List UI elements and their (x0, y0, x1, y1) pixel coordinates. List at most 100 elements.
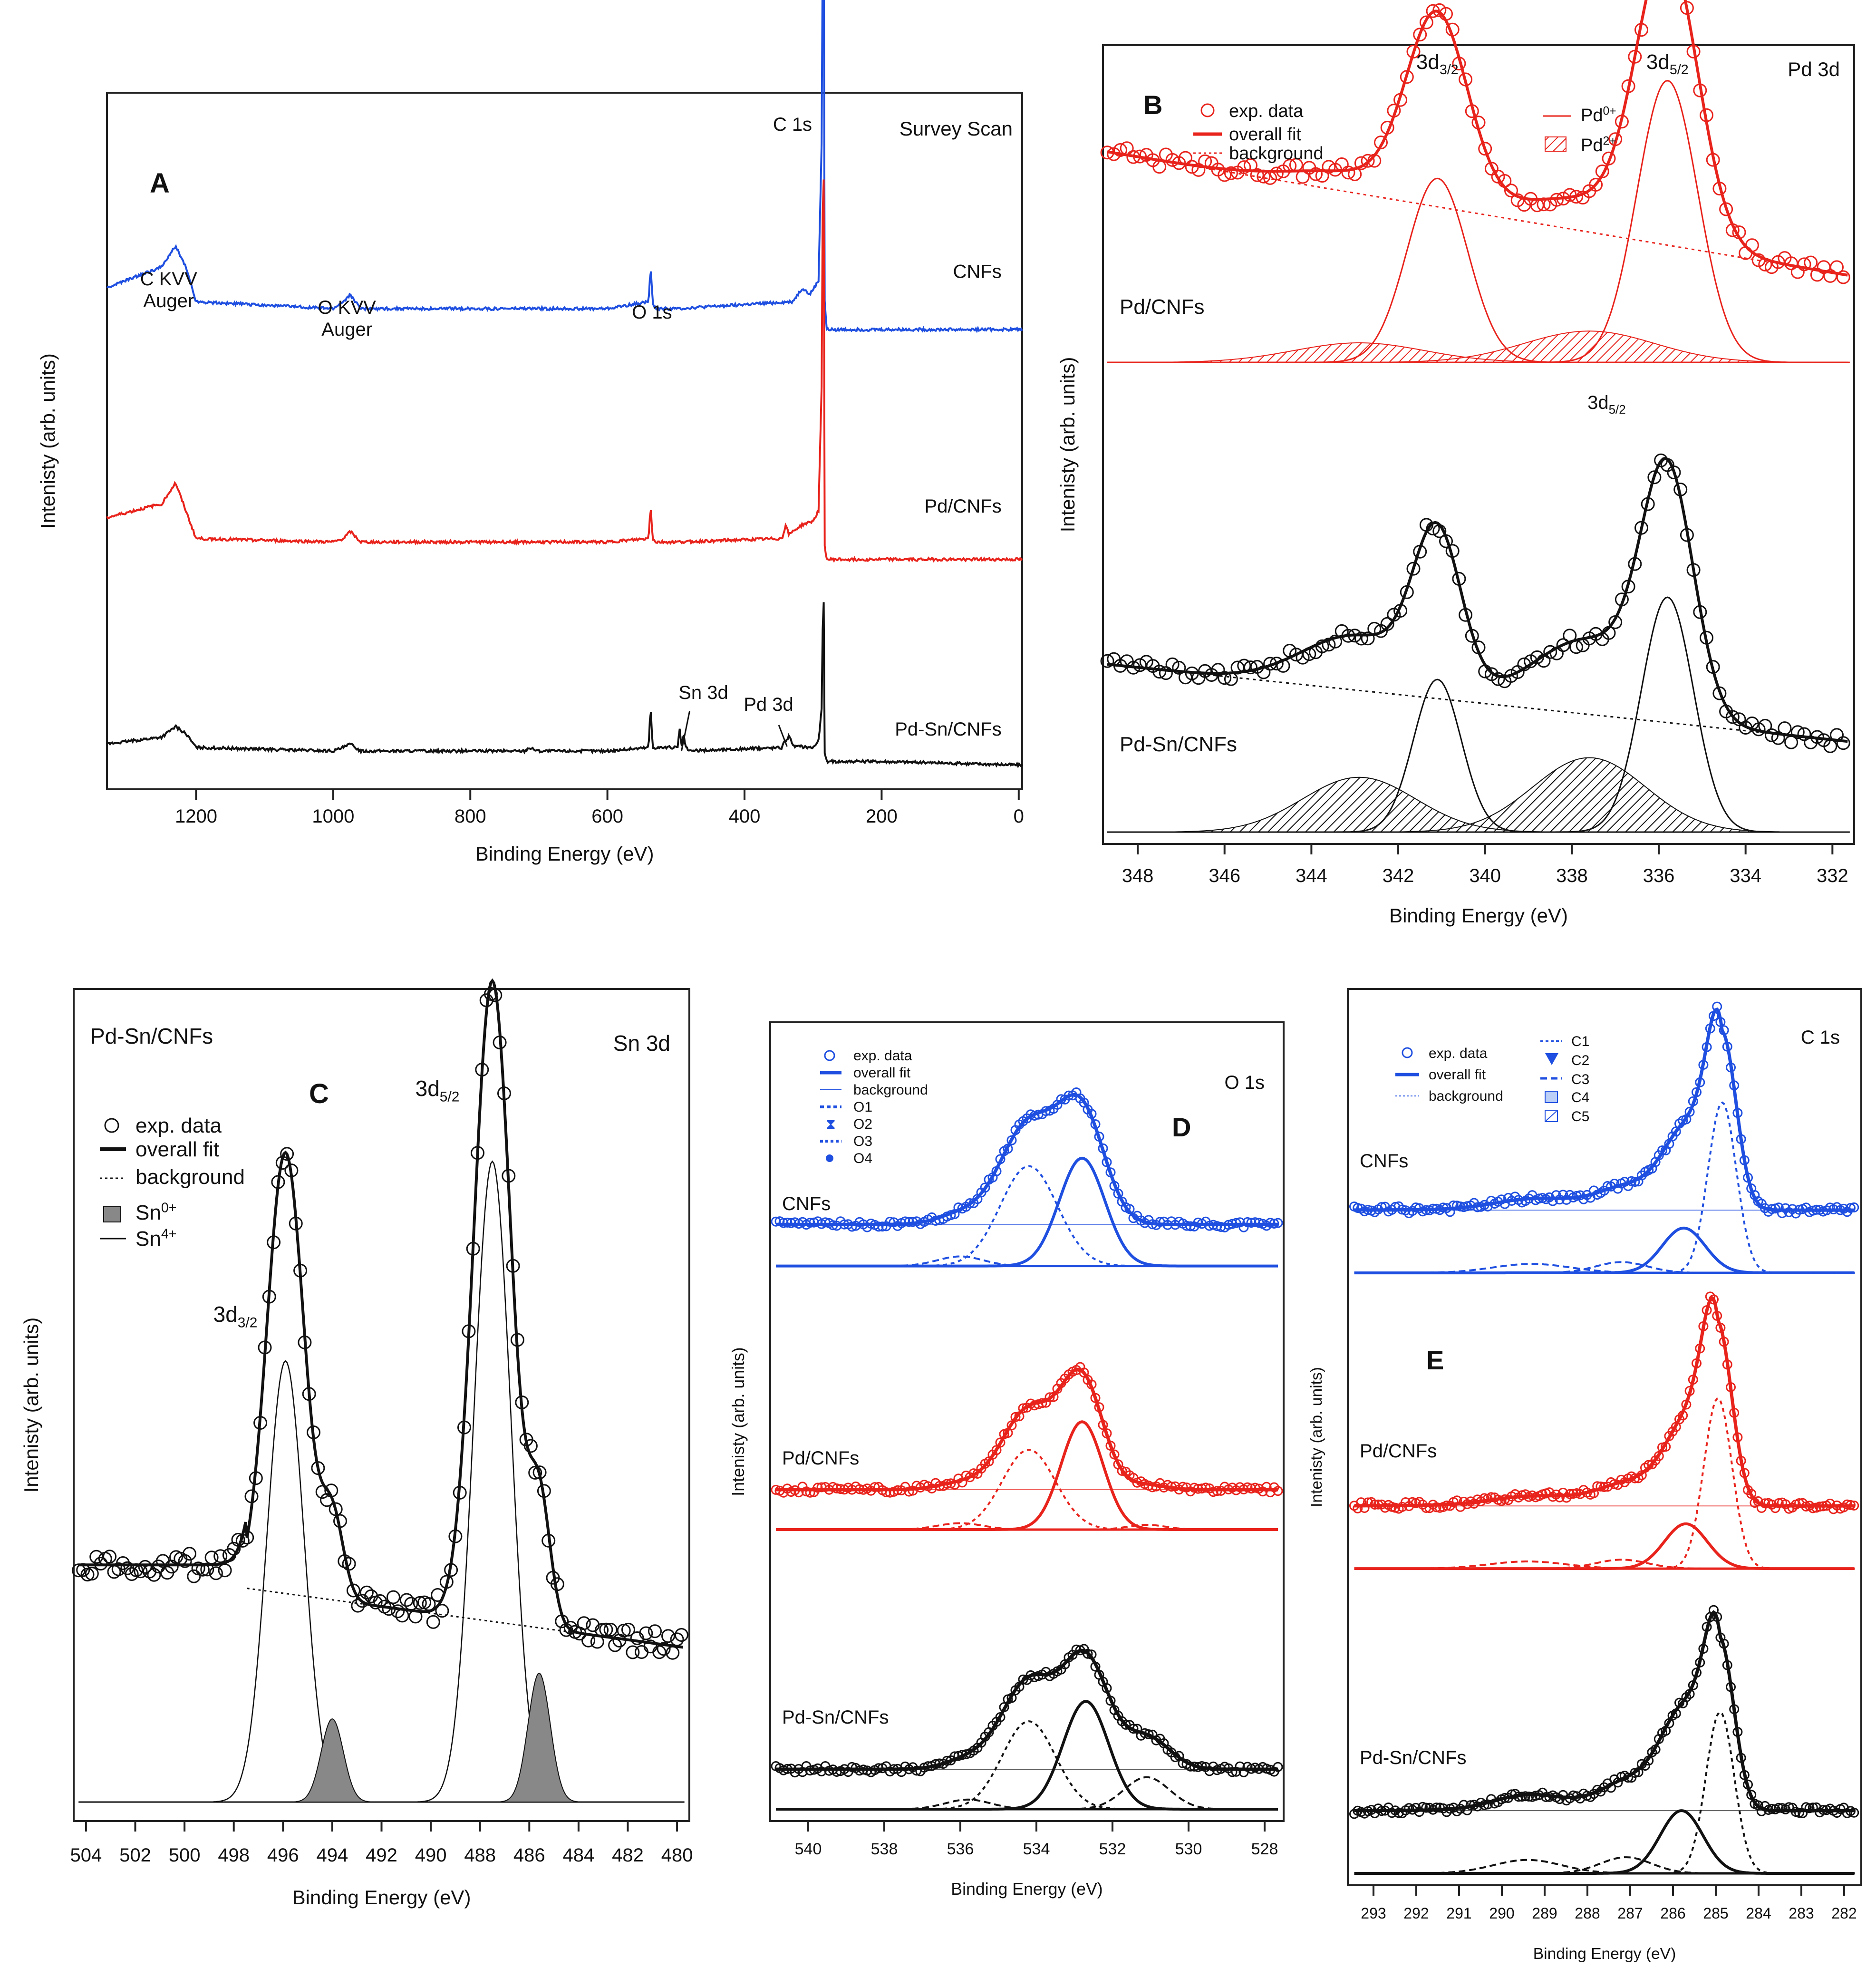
data-point (85, 1567, 99, 1581)
plot-frame (1102, 44, 1855, 845)
x-tick-label: 200 (866, 806, 898, 827)
data-point (213, 1549, 228, 1563)
data-point (1147, 1482, 1158, 1493)
x-tick-label: 344 (1296, 865, 1327, 886)
peak-label-3d32: 3d3/2 (213, 1302, 258, 1331)
series-label: CNFs (953, 262, 1002, 282)
peak-label-o-kvv: O KVV Auger (318, 297, 377, 340)
component-C2 (1354, 1809, 1854, 1875)
panel-title: Pd 3d (1788, 58, 1840, 80)
data-point (661, 1629, 675, 1643)
panel-subtitle: Pd-Sn/CNFs (90, 1024, 213, 1048)
data-point (639, 1626, 653, 1640)
exp-data-Pd/CNFs (1349, 1291, 1859, 1514)
legend-bg-label: background (1229, 144, 1324, 164)
x-tick-label: 600 (591, 806, 623, 827)
data-point (1556, 638, 1570, 652)
data-point (209, 1566, 223, 1580)
series-CNFs (106, 0, 1023, 333)
data-point (1671, 1126, 1681, 1137)
legend-pd2-marker (1545, 136, 1567, 152)
x-axis-label: Binding Energy (eV) (475, 843, 654, 865)
data-point (980, 1183, 990, 1193)
data-point (1044, 1392, 1055, 1403)
x-tick-label: 540 (795, 1840, 822, 1858)
legend-fit-label: overall fit (1229, 125, 1301, 145)
overall-fit-Pd-Sn/CNFs (1354, 1610, 1854, 1813)
data-point (1823, 269, 1837, 283)
overall-fit-Pd-Sn/CNFs (1107, 456, 1848, 743)
component-C3 (1354, 1856, 1854, 1874)
legend-c4-label: C4 (1571, 1090, 1589, 1105)
exp-data (71, 987, 688, 1660)
data-point (359, 1585, 374, 1599)
x-tick-label: 528 (1251, 1840, 1278, 1858)
overall-fit-CNFs (1354, 1007, 1854, 1212)
data-point (1421, 1803, 1431, 1813)
data-point (626, 1645, 640, 1659)
x-tick-label: 480 (661, 1845, 693, 1866)
data-point (1152, 665, 1167, 679)
legend-exp-marker (1200, 103, 1215, 117)
panel-letter: D (1172, 1112, 1191, 1142)
data-point (1794, 1808, 1804, 1818)
data-point (426, 1615, 440, 1629)
data-point (1328, 634, 1343, 649)
legend-o1-label: O1 (853, 1099, 872, 1115)
legend-fit-label: overall fit (135, 1138, 219, 1161)
x-tick-label: 536 (947, 1840, 974, 1858)
x-tick-label: 338 (1556, 865, 1588, 886)
data-point (1018, 1403, 1028, 1414)
legend-c5-hatch (1546, 1111, 1557, 1121)
y-axis-label: Intenisty (arb. units) (729, 1347, 748, 1496)
legend-o2-label: O2 (853, 1116, 872, 1132)
x-tick-label: 283 (1789, 1905, 1814, 1922)
component-Pd2--3d5-2 (1107, 757, 1848, 833)
legend-bg-label: background (1429, 1088, 1503, 1104)
data-point (652, 1645, 667, 1659)
data-point (1431, 1803, 1441, 1813)
legend-o2-marker: ⧗ (826, 1116, 836, 1132)
data-point (280, 1147, 294, 1161)
data-point (782, 1217, 793, 1228)
data-point (1836, 270, 1850, 284)
legend-c2-label: C2 (1571, 1053, 1589, 1068)
x-tick-label: 490 (415, 1845, 447, 1866)
legend-pd2-label: Pd2+ (1581, 135, 1616, 155)
data-point (1504, 184, 1518, 198)
legend-exp-label: exp. data (853, 1048, 912, 1064)
legend-pd0-label: Pd0+ (1581, 105, 1616, 126)
data-point (1296, 170, 1310, 184)
x-tick-label: 1200 (175, 806, 217, 827)
x-tick-label: 284 (1746, 1905, 1771, 1922)
panel-letter: E (1426, 1345, 1444, 1375)
data-point (1732, 712, 1746, 727)
x-tick-label: 484 (563, 1845, 595, 1866)
x-axis-label: Binding Energy (eV) (292, 1886, 471, 1909)
data-point (1244, 660, 1257, 675)
data-point (577, 1616, 591, 1630)
x-tick-label: 342 (1383, 865, 1414, 886)
legend-exp-marker (824, 1050, 835, 1061)
pointer-sn3d (680, 710, 691, 752)
data-point (346, 1583, 360, 1598)
data-point (1725, 710, 1740, 724)
peak-label-c1s: C 1s (773, 114, 812, 135)
x-tick-label: 534 (1023, 1840, 1050, 1858)
series-label: Pd/CNFs (782, 1448, 859, 1469)
series-label: Pd/CNFs (1360, 1441, 1437, 1462)
data-point (1242, 1217, 1253, 1227)
legend-o4-marker (826, 1154, 833, 1162)
overall-fit-Pd/CNFs (1354, 1295, 1854, 1508)
x-tick-label: 348 (1122, 865, 1154, 886)
legend-c5-marker (1545, 1110, 1558, 1122)
data-point (674, 1628, 688, 1642)
data-point (1218, 671, 1232, 685)
panel-A: 1200 1000 800 600 400 200 0 Binding Energy (eV)… (37, 0, 1024, 865)
component-C2 (1354, 1226, 1854, 1275)
series-label: Pd/CNFs (924, 496, 1001, 517)
legend-sn4-label: Sn4+ (135, 1227, 176, 1250)
legend-c3-label: C3 (1571, 1072, 1589, 1087)
x-tick-label: 332 (1817, 865, 1848, 886)
